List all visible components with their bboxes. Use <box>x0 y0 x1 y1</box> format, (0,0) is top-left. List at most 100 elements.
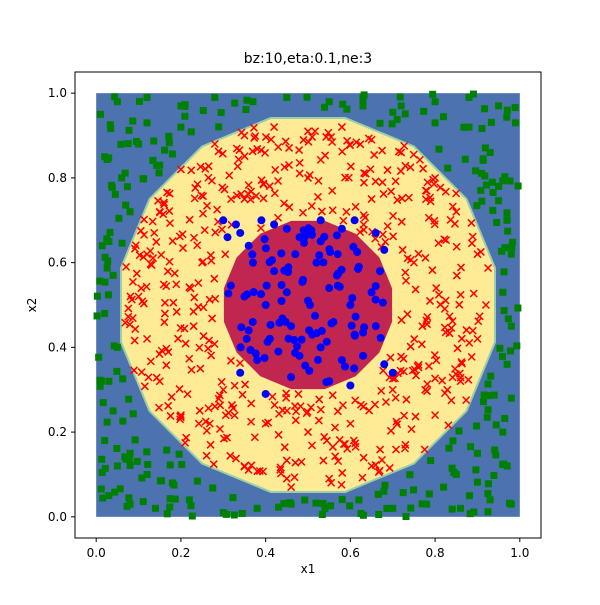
point-outer <box>467 443 475 451</box>
point-ring <box>410 365 419 374</box>
point-outer <box>111 488 119 496</box>
point-ring <box>359 211 368 220</box>
point-outer <box>211 93 219 101</box>
point-outer <box>359 102 367 110</box>
point-outer <box>187 502 195 510</box>
point-ring <box>220 185 229 194</box>
point-outer <box>155 169 163 177</box>
point-ring <box>208 314 217 323</box>
point-outer <box>96 277 104 285</box>
point-inner <box>316 237 325 246</box>
point-ring <box>468 326 477 335</box>
point-outer <box>487 372 495 380</box>
point-outer <box>178 461 186 469</box>
point-ring <box>261 148 270 157</box>
point-inner <box>353 264 362 273</box>
point-outer <box>101 253 109 261</box>
point-outer <box>359 97 367 105</box>
point-inner <box>248 250 257 259</box>
point-ring <box>370 150 379 159</box>
point-inner <box>268 256 277 265</box>
point-ring <box>314 416 323 425</box>
point-ring <box>152 373 161 382</box>
point-outer <box>498 247 506 255</box>
point-ring <box>464 375 473 384</box>
point-ring <box>411 412 420 421</box>
point-outer <box>321 504 329 512</box>
point-ring <box>264 418 273 427</box>
point-ring <box>401 268 410 277</box>
point-ring <box>176 413 185 422</box>
point-ring <box>140 382 149 391</box>
point-ring <box>153 196 163 205</box>
point-ring <box>124 312 133 321</box>
point-outer <box>439 113 447 121</box>
point-ring <box>351 202 360 211</box>
point-ring <box>137 368 146 377</box>
point-ring <box>447 324 456 333</box>
point-outer <box>143 448 151 456</box>
point-ring <box>306 403 315 412</box>
point-ring <box>199 257 208 266</box>
point-ring <box>195 406 204 415</box>
point-outer <box>512 119 520 127</box>
point-ring <box>391 393 400 402</box>
point-inner <box>376 267 385 276</box>
point-inner <box>237 323 246 332</box>
point-ring <box>233 162 242 171</box>
point-inner <box>274 347 283 356</box>
point-ring <box>240 195 249 204</box>
point-outer <box>484 406 492 414</box>
point-ring <box>339 216 348 225</box>
point-ring <box>308 132 317 141</box>
point-inner <box>244 241 253 250</box>
point-inner <box>261 389 270 398</box>
point-ring <box>338 401 347 410</box>
point-ring <box>406 342 415 351</box>
point-outer <box>104 257 112 265</box>
point-ring <box>210 139 219 149</box>
point-ring <box>237 128 246 137</box>
point-ring <box>178 244 187 253</box>
point-ring <box>204 162 213 171</box>
point-inner <box>312 258 321 267</box>
point-outer <box>149 156 157 164</box>
point-outer <box>423 500 431 508</box>
point-outer <box>406 471 414 479</box>
point-outer <box>507 394 515 402</box>
point-outer <box>113 367 121 375</box>
point-ring <box>154 403 164 412</box>
point-ring <box>142 334 152 343</box>
point-ring <box>250 433 259 442</box>
point-outer <box>117 140 125 148</box>
point-ring <box>291 458 300 467</box>
point-outer <box>165 132 173 140</box>
point-ring <box>351 396 360 405</box>
point-ring <box>359 402 368 411</box>
point-inner <box>371 322 380 331</box>
point-ring <box>235 146 244 155</box>
point-ring <box>148 254 158 263</box>
point-ring <box>389 211 398 220</box>
point-ring <box>417 340 426 349</box>
point-ring <box>285 143 294 152</box>
point-ring <box>320 432 329 441</box>
point-inner <box>291 348 300 357</box>
point-inner <box>236 343 245 352</box>
point-ring <box>381 397 390 407</box>
point-outer <box>175 450 183 458</box>
point-outer <box>125 126 133 134</box>
point-outer <box>473 422 481 430</box>
point-outer <box>151 504 159 512</box>
point-inner <box>277 296 286 305</box>
point-outer <box>479 155 487 163</box>
point-ring <box>424 362 433 371</box>
point-ring <box>462 396 471 405</box>
point-outer <box>448 464 456 472</box>
point-ring <box>378 178 387 187</box>
point-outer <box>490 391 498 399</box>
point-ring <box>315 395 324 404</box>
point-ring <box>202 451 211 460</box>
